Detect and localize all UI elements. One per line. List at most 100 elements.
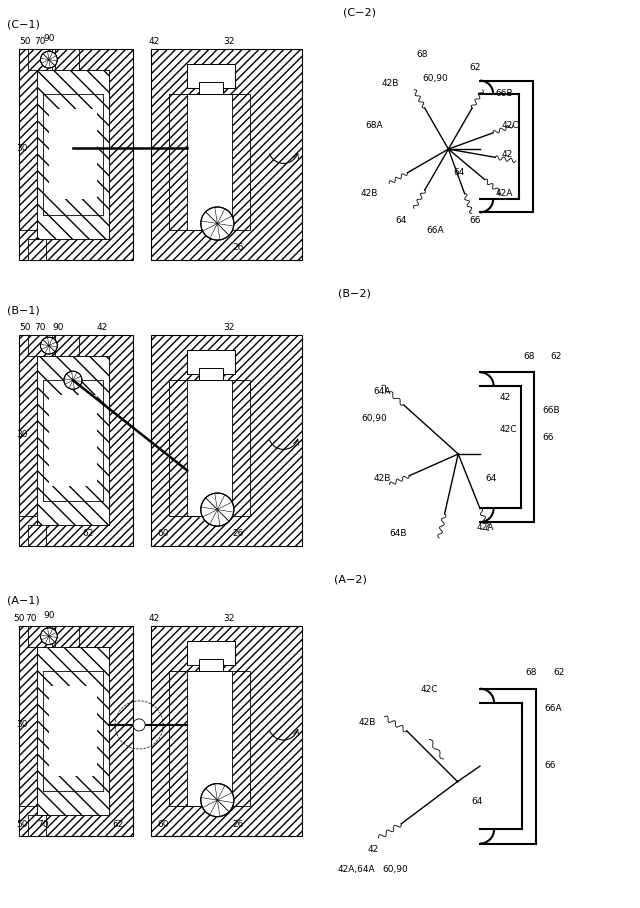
Bar	[199, 368, 223, 380]
Text: 68: 68	[416, 50, 428, 59]
Bar	[169, 380, 244, 516]
Text: 42B: 42B	[382, 79, 399, 88]
Text: 62: 62	[83, 529, 93, 538]
Bar	[169, 671, 244, 806]
Circle shape	[133, 719, 145, 731]
Text: 42: 42	[97, 323, 108, 332]
Text: 50: 50	[19, 323, 30, 332]
Text: 64A: 64A	[373, 387, 390, 396]
Text: 68: 68	[524, 351, 535, 360]
Bar	[169, 94, 244, 230]
Bar	[43, 380, 103, 500]
Text: 42: 42	[499, 392, 510, 401]
Text: (A−2): (A−2)	[333, 575, 367, 585]
Text: 42: 42	[148, 37, 160, 46]
Bar	[28, 525, 46, 546]
Text: 60,90: 60,90	[362, 414, 387, 423]
Bar	[151, 335, 301, 546]
Text: (C−1): (C−1)	[7, 19, 40, 29]
Text: 90: 90	[52, 323, 63, 332]
Text: 70: 70	[34, 323, 45, 332]
Bar	[151, 626, 301, 836]
Bar	[43, 671, 103, 791]
Text: 60: 60	[157, 820, 169, 829]
Text: 60: 60	[157, 529, 169, 538]
Bar	[37, 356, 109, 525]
Text: 62: 62	[469, 63, 481, 72]
Bar	[188, 350, 236, 374]
Bar	[199, 82, 223, 94]
Text: 42: 42	[367, 845, 379, 854]
Bar	[43, 380, 103, 500]
Bar	[28, 49, 52, 70]
Text: 30: 30	[16, 429, 28, 439]
Text: 26: 26	[233, 243, 244, 252]
Text: 66B: 66B	[496, 89, 513, 98]
Text: 68A: 68A	[366, 121, 383, 130]
Circle shape	[40, 51, 58, 68]
Text: 32: 32	[224, 614, 235, 623]
Text: (B−2): (B−2)	[339, 289, 371, 299]
Text: 66: 66	[470, 216, 481, 225]
Text: 66: 66	[545, 761, 556, 770]
Text: 32: 32	[224, 37, 235, 46]
Text: 30: 30	[16, 143, 28, 153]
Circle shape	[201, 207, 234, 240]
Text: 42C: 42C	[420, 685, 438, 694]
Text: 32: 32	[224, 323, 235, 332]
Text: 64: 64	[472, 797, 483, 806]
Circle shape	[201, 493, 234, 526]
Text: 26: 26	[233, 820, 244, 829]
Bar	[19, 230, 37, 260]
Bar	[43, 671, 103, 791]
Bar	[49, 395, 97, 486]
Bar	[37, 70, 109, 239]
Text: 60,90: 60,90	[383, 864, 408, 873]
Bar	[55, 626, 79, 646]
Text: 66A: 66A	[426, 226, 444, 235]
Circle shape	[40, 337, 58, 354]
Text: 42A: 42A	[496, 190, 513, 199]
Text: 64B: 64B	[390, 528, 407, 538]
Text: 60,90: 60,90	[422, 74, 448, 83]
Circle shape	[458, 453, 459, 455]
Text: 64: 64	[396, 216, 406, 225]
Text: 62: 62	[553, 667, 564, 676]
Bar	[37, 646, 109, 815]
Circle shape	[201, 784, 234, 816]
Bar	[55, 335, 79, 356]
Bar	[188, 641, 236, 665]
Text: 50: 50	[19, 37, 30, 46]
Text: 42B: 42B	[373, 474, 390, 483]
Bar	[19, 49, 133, 260]
Text: (C−2): (C−2)	[343, 7, 376, 17]
Bar	[19, 516, 37, 546]
Text: 42A: 42A	[477, 523, 494, 532]
Text: 42B: 42B	[361, 190, 378, 199]
Text: 66A: 66A	[545, 705, 563, 714]
Circle shape	[448, 149, 449, 150]
Circle shape	[457, 781, 458, 782]
Text: 26: 26	[233, 529, 244, 538]
Bar	[19, 335, 133, 546]
Text: 90: 90	[43, 611, 54, 619]
Bar	[169, 94, 188, 230]
Bar	[28, 626, 52, 646]
Bar	[188, 64, 236, 88]
Text: 66: 66	[543, 433, 554, 442]
Bar	[232, 94, 250, 230]
Bar	[151, 49, 301, 260]
Text: 64: 64	[454, 168, 465, 177]
Text: 50: 50	[13, 614, 24, 623]
Text: 70: 70	[34, 37, 45, 46]
Text: 66B: 66B	[543, 406, 560, 415]
Text: 62: 62	[113, 820, 124, 829]
Bar	[19, 806, 37, 836]
Text: (B−1): (B−1)	[7, 305, 40, 315]
Text: 64: 64	[486, 474, 497, 483]
Text: 42: 42	[501, 150, 512, 159]
Bar	[55, 49, 79, 70]
Text: 42A,64A: 42A,64A	[337, 864, 375, 873]
Text: 30: 30	[16, 720, 28, 729]
Bar	[169, 671, 188, 806]
